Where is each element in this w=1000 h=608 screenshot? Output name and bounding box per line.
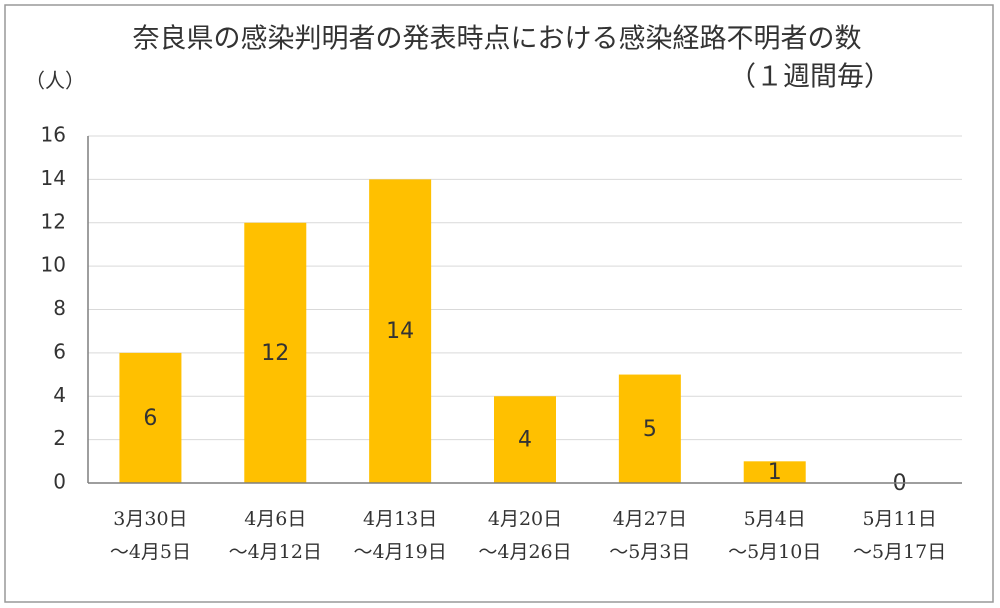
chart-title: 奈良県の感染判明者の発表時点における感染経路不明者の数 xyxy=(133,24,862,55)
value-label: 5 xyxy=(643,417,657,442)
x-tick-label: 3月30日 xyxy=(113,508,187,530)
value-label: 4 xyxy=(518,428,532,453)
x-tick-label: ～4月19日 xyxy=(354,541,447,563)
y-tick-label: 10 xyxy=(41,253,66,277)
bar xyxy=(244,222,307,483)
y-tick-label: 0 xyxy=(53,470,66,494)
y-tick-label: 4 xyxy=(53,383,66,407)
x-tick-label: ～4月12日 xyxy=(229,541,322,563)
x-tick-label: 5月11日 xyxy=(862,508,936,530)
y-tick-label: 12 xyxy=(41,209,66,233)
x-tick-label: 4月20日 xyxy=(488,508,562,530)
x-tick-label: ～5月10日 xyxy=(728,541,821,563)
x-tick-label: ～5月3日 xyxy=(609,541,690,563)
value-label: 6 xyxy=(143,406,157,431)
frame xyxy=(4,4,994,603)
value-label: 1 xyxy=(768,460,782,485)
y-tick-label: 6 xyxy=(53,339,66,363)
bar xyxy=(618,374,681,483)
y-tick-label: 14 xyxy=(41,166,66,190)
x-tick-label: ～4月26日 xyxy=(478,541,571,563)
y-tick-label: 8 xyxy=(53,296,66,320)
x-tick-label: 4月27日 xyxy=(613,508,687,530)
bar xyxy=(743,461,806,483)
y-tick-label: 2 xyxy=(53,426,66,450)
x-tick-label: 4月13日 xyxy=(363,508,437,530)
bar xyxy=(369,179,432,483)
x-tick-label: ～4月5日 xyxy=(110,541,191,563)
x-tick-label: 5月4日 xyxy=(744,508,806,530)
x-tick-label: ～5月17日 xyxy=(853,541,946,563)
bar xyxy=(119,352,182,483)
value-label: 14 xyxy=(386,319,414,344)
y-axis-label: （人） xyxy=(25,69,85,93)
y-tick-label: 16 xyxy=(41,123,66,147)
x-tick-label: 4月6日 xyxy=(244,508,306,530)
value-label: 12 xyxy=(261,341,289,366)
chart-subtitle: （１週間毎） xyxy=(729,62,891,93)
bar xyxy=(494,396,556,483)
